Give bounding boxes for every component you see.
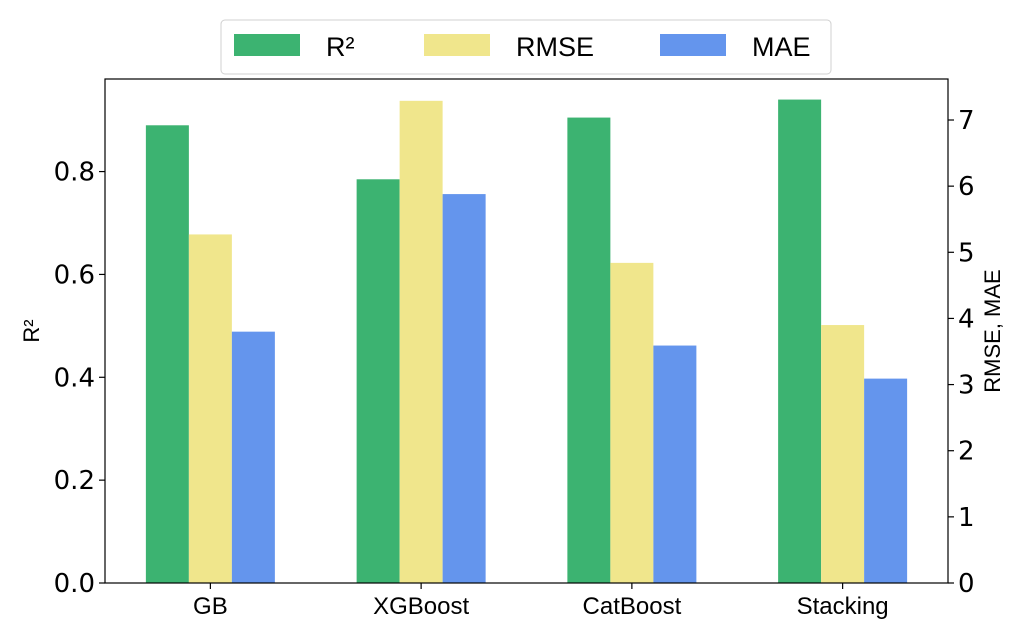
legend-rmse-swatch [424, 34, 490, 56]
left-tick-label: 0.4 [54, 363, 95, 393]
legend: R² RMSE MAE [220, 19, 832, 75]
bar-rmse-gb [188, 234, 232, 583]
left-axis-title: R² [19, 319, 44, 342]
right-axis-title: RMSE, MAE [980, 269, 1005, 392]
bar-mae-stacking [864, 378, 908, 583]
bar-rmse-catboost [610, 262, 654, 583]
right-tick-label: 4 [958, 304, 975, 334]
bar-rmse-stacking [821, 325, 865, 583]
bar-r-stacking [778, 99, 822, 584]
right-tick-label: 7 [958, 106, 975, 136]
legend-box [220, 19, 832, 75]
bar-mae-xgboost [442, 194, 486, 583]
right-tick-label: 1 [958, 503, 975, 533]
bar-r-catboost [567, 117, 611, 584]
plot-frame [104, 78, 949, 584]
legend-rmse-label: RMSE [516, 32, 594, 62]
x-tick-label: XGBoost [373, 593, 469, 620]
left-y-axis: 0.0 0.2 0.4 0.6 0.8 [54, 158, 105, 599]
right-tick-label: 2 [958, 437, 975, 467]
left-tick-label: 0.2 [54, 466, 95, 496]
x-tick-label: CatBoost [583, 593, 682, 620]
right-tick-label: 6 [958, 172, 975, 202]
right-tick-label: 0 [958, 569, 975, 599]
legend-mae-swatch [660, 34, 726, 56]
legend-r-swatch [234, 34, 300, 56]
x-tick-label: Stacking [797, 593, 889, 620]
bar-r-xgboost [356, 179, 400, 584]
left-tick-label: 0.8 [54, 158, 95, 188]
bar-rmse-xgboost [399, 100, 443, 583]
right-tick-label: 5 [958, 238, 975, 268]
left-tick-label: 0.6 [54, 260, 95, 290]
x-tick-label: GB [193, 593, 228, 620]
x-axis: GB XGBoost CatBoost Stacking [193, 583, 889, 620]
bars-group [145, 99, 908, 584]
bar-mae-catboost [653, 345, 697, 583]
legend-mae-label: MAE [752, 32, 811, 62]
legend-r-label: R² [326, 32, 355, 62]
right-y-axis: 0 1 2 3 4 5 6 7 [948, 106, 975, 599]
bar-r-gb [145, 125, 189, 584]
left-tick-label: 0.0 [54, 569, 95, 599]
bar-mae-gb [231, 331, 275, 583]
right-tick-label: 3 [958, 371, 975, 401]
